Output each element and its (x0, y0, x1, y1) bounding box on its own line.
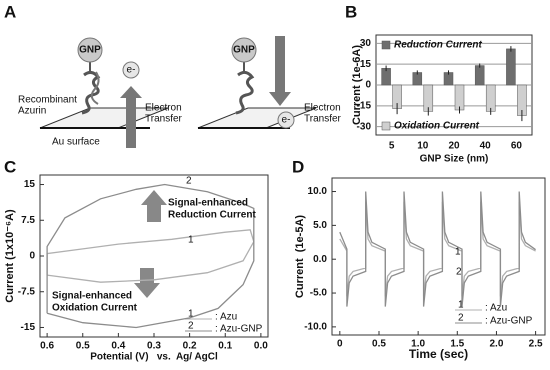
transfer-label: Transfer (145, 114, 183, 125)
curve-label: 1 (455, 247, 461, 258)
surface-label: Au surface (52, 137, 100, 148)
plot-frame (331, 177, 546, 336)
x-axis-label: Potential (V) vs. Ag/ AgCl (90, 352, 218, 363)
gnp (77, 37, 103, 63)
curve-label: 1 (188, 235, 194, 246)
panel-label: B (345, 2, 357, 21)
series-line (339, 191, 536, 307)
electron (277, 111, 295, 129)
legend-key: 1 (458, 300, 464, 311)
au-surface (197, 107, 317, 129)
arrow-up (141, 190, 167, 222)
y-tick-label: 30 (360, 38, 372, 49)
x-tick-label: 0.3 (147, 341, 161, 352)
series-line (339, 201, 536, 297)
x-tick-label: 0.5 (76, 341, 90, 352)
x-tick-label: 0.5 (372, 339, 386, 350)
annotation: Reduction Current (168, 210, 256, 221)
annotation: Signal-enhanced (52, 291, 132, 302)
y-tick-label: -10.0 (304, 322, 327, 333)
y-axis-label: Current (1e-5A) (294, 215, 306, 298)
legend-label: : Azu (485, 303, 507, 314)
legend-key: 1 (188, 309, 194, 320)
legend-label: Reduction Current (394, 40, 482, 51)
transfer-label: Electron (304, 103, 341, 114)
legend-label: : Azu-GNP (485, 316, 533, 327)
gnp (231, 37, 257, 63)
y-axis-label: Current (1e-6A) (351, 45, 363, 125)
x-axis-label: GNP Size (nm) (420, 154, 489, 165)
bar (454, 84, 465, 111)
x-tick-label: 2.0 (489, 339, 503, 350)
y-tick-label: 15 (24, 179, 36, 190)
x-tick-label: 5 (389, 141, 395, 152)
y-tick-label: 0.0 (313, 254, 327, 265)
legend-label: Oxidation Current (394, 121, 480, 132)
transfer-label: Transfer (304, 114, 342, 125)
electron-label: e- (127, 65, 136, 76)
y-tick-label: 0 (365, 80, 371, 91)
x-tick-label: 0.2 (183, 341, 197, 352)
x-tick-label: 1.5 (450, 339, 464, 350)
legend-swatch (381, 40, 391, 50)
protein (90, 71, 100, 105)
y-axis-label: Current (1x10⁻⁶A) (4, 209, 16, 303)
legend-key: 2 (188, 321, 194, 332)
y-tick-label: -15 (21, 322, 36, 333)
panel-label: D (292, 157, 304, 176)
x-tick-label: 10 (417, 141, 429, 152)
arrow-down (134, 268, 160, 298)
bar (474, 65, 485, 86)
y-tick-label: -5.0 (310, 288, 328, 299)
x-tick-label: 0.0 (254, 341, 268, 352)
gnp-label: GNP (233, 45, 255, 56)
electron (122, 61, 140, 79)
x-tick-label: 60 (511, 141, 523, 152)
transfer-label: Electron (145, 103, 182, 114)
series-line (46, 229, 255, 283)
y-tick-label: 10.0 (308, 186, 328, 197)
arrow-up (120, 86, 142, 148)
bar (485, 84, 496, 112)
annotation: Signal-enhanced (168, 198, 248, 209)
y-tick-label: -30 (357, 121, 372, 132)
legend-label: : Azu-GNP (215, 324, 263, 335)
bar (506, 48, 516, 86)
gnp-label: GNP (79, 45, 101, 56)
curve-label: 2 (456, 267, 462, 278)
x-tick-label: 2.5 (529, 339, 543, 350)
y-tick-label: 15 (360, 59, 372, 70)
curve-label: 2 (186, 176, 192, 187)
legend-key: 2 (458, 313, 464, 324)
protein (81, 70, 101, 115)
y-tick-label: 0 (29, 251, 35, 262)
panel-label: A (4, 2, 16, 21)
x-axis-label: Time (sec) (409, 347, 468, 361)
x-tick-label: 0.1 (218, 341, 232, 352)
annotation: Oxidation Current (52, 303, 138, 314)
legend-swatch (381, 121, 391, 131)
electron-label: e- (282, 115, 291, 126)
x-tick-label: 20 (448, 141, 460, 152)
x-tick-label: 0.4 (111, 341, 125, 352)
y-tick-label: -15 (357, 100, 372, 111)
y-tick-label: 7.5 (21, 215, 35, 226)
y-tick-label: -7.5 (18, 286, 36, 297)
y-tick-label: 5.0 (313, 220, 327, 231)
legend-label: : Azu (215, 312, 237, 323)
series-line (46, 183, 255, 329)
x-tick-label: 1.0 (411, 339, 425, 350)
protein-label: Azurin (18, 106, 46, 117)
panel-label: C (4, 157, 16, 176)
protein (235, 70, 255, 115)
x-tick-label: 0.6 (40, 341, 54, 352)
diagram-panel: A GNP e- Recombinant Azurin Electron Tra… (4, 2, 342, 148)
x-tick-label: 40 (480, 141, 492, 152)
x-tick-label: 0 (337, 339, 343, 350)
protein-label: Recombinant (18, 95, 77, 106)
arrow-down (269, 36, 291, 106)
